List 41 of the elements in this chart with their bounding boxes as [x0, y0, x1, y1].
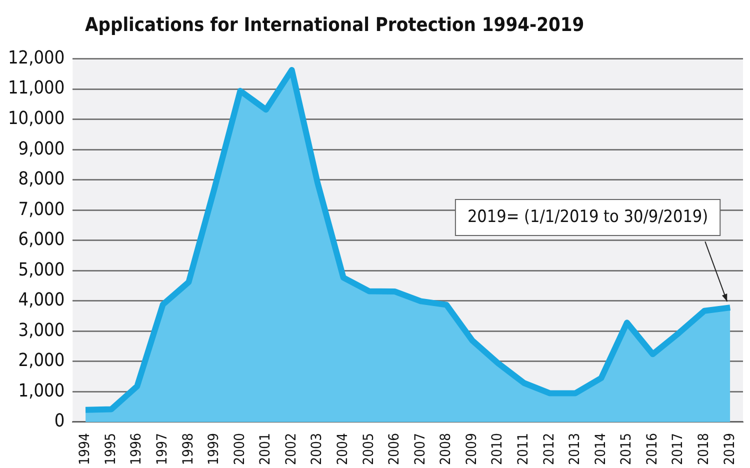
y-tick-label: 1,000 [18, 380, 65, 402]
y-tick-label: 12,000 [8, 47, 65, 68]
y-tick-label: 11,000 [8, 78, 65, 99]
x-tick-label: 2001 [258, 432, 274, 465]
y-tick-label: 2,000 [18, 350, 65, 372]
y-tick-label: 5,000 [18, 259, 65, 280]
y-tick-label: 6,000 [18, 229, 65, 250]
x-tick-label: 2008 [438, 432, 454, 465]
x-tick-label: 1996 [128, 432, 145, 465]
x-tick-label: 2002 [283, 432, 300, 465]
chart-title: Applications for International Protection 1994-2019 [85, 14, 584, 36]
y-tick-label: 3,000 [18, 320, 65, 341]
x-tick-label: 2004 [335, 432, 352, 465]
x-tick-label: 2018 [696, 432, 712, 465]
y-tick-label: 7,000 [18, 198, 65, 220]
x-tick-label: 2012 [541, 432, 558, 465]
x-tick-label: 2000 [232, 432, 248, 465]
x-tick-label: 1998 [180, 432, 196, 465]
x-tick-label: 2009 [464, 432, 480, 465]
x-tick-label: 2014 [592, 432, 609, 465]
x-tick-label: 1994 [77, 432, 94, 465]
x-tick-label: 2016 [644, 432, 660, 465]
y-tick-label: 8,000 [18, 168, 65, 190]
x-tick-label: 2015 [618, 432, 635, 465]
x-tick-label: 1999 [206, 432, 222, 465]
x-tick-label: 2006 [386, 432, 403, 465]
x-tick-label: 2011 [515, 432, 532, 465]
y-tick-label: 10,000 [8, 108, 65, 129]
x-tick-label: 1997 [154, 432, 171, 465]
y-tick-label: 4,000 [18, 290, 65, 311]
y-tick-label: 9,000 [18, 138, 65, 160]
x-tick-label: 2019 [722, 432, 738, 465]
x-tick-label: 2017 [670, 432, 686, 465]
x-tick-label: 2013 [567, 432, 584, 465]
x-tick-label: 2007 [412, 432, 428, 465]
x-tick-label: 2003 [309, 432, 326, 465]
x-tick-label: 1995 [102, 432, 119, 465]
annotation: 2019= (1/1/2019 to 30/9/2019) [467, 206, 708, 227]
y-tick-label: 0 [54, 410, 65, 432]
x-tick-label: 2010 [490, 432, 506, 465]
x-tick-label: 2005 [360, 432, 377, 465]
